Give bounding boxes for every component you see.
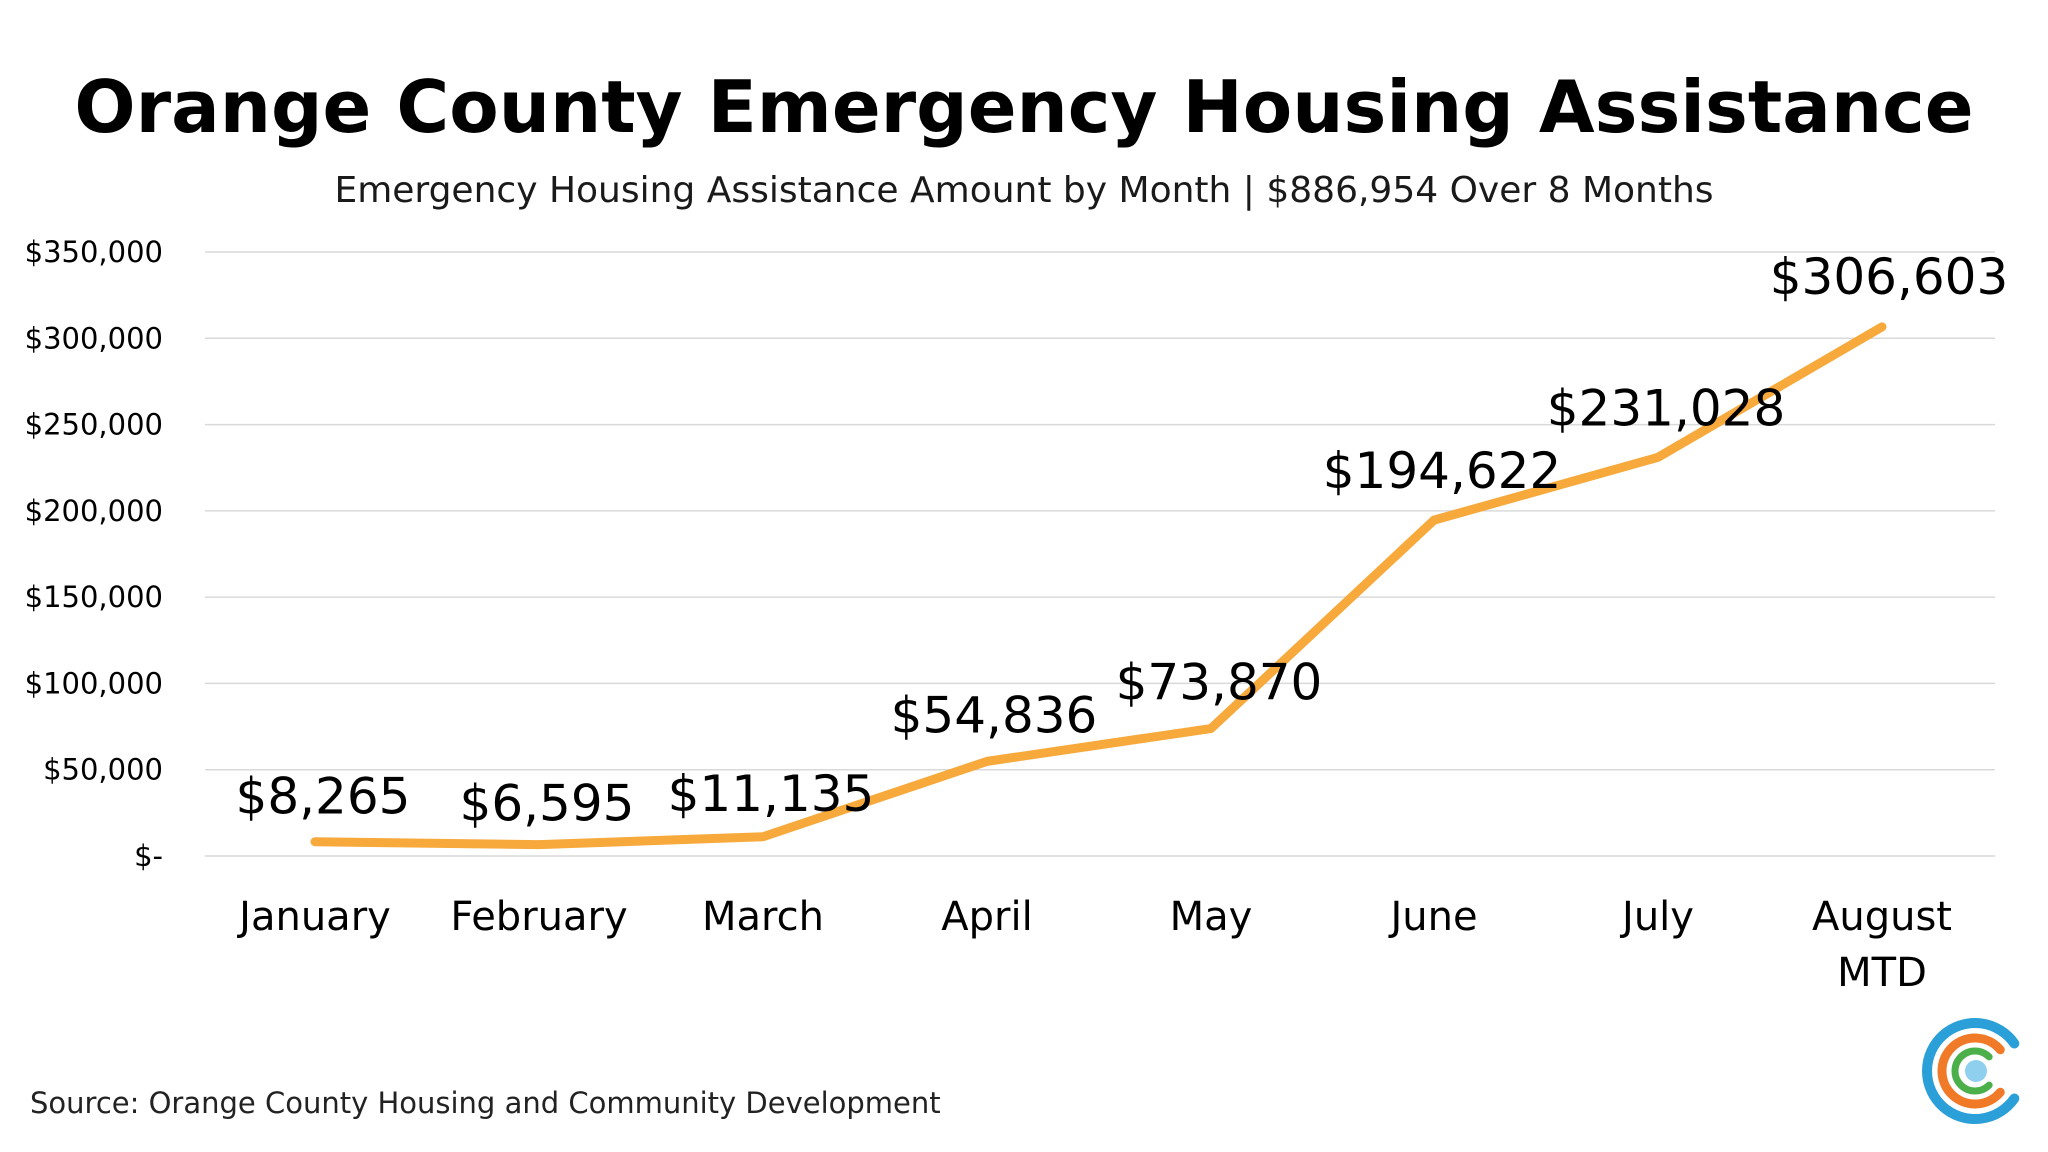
data-label: $73,870 — [1116, 654, 1323, 712]
series-line-group — [310, 322, 1887, 850]
x-tick-label-line: July — [1619, 894, 1694, 940]
x-tick-label: August MTD — [1812, 894, 1952, 996]
y-tick-label: $300,000 — [25, 321, 163, 355]
y-axis-tick-labels: $- $50,000 $100,000 $150,000 $200,000 $250,00… — [25, 235, 163, 873]
source-note: Source: Orange County Housing and Commun… — [30, 1086, 941, 1120]
x-tick-label: February — [450, 894, 627, 940]
data-label: $194,622 — [1323, 442, 1562, 500]
x-tick-label-line: August — [1812, 894, 1952, 940]
x-tick-label-line: May — [1170, 894, 1253, 940]
y-tick-label: $250,000 — [25, 408, 163, 442]
x-tick-label: June — [1387, 894, 1477, 940]
data-label: $6,595 — [460, 775, 635, 833]
x-tick-label-line: January — [236, 894, 391, 940]
x-tick-label-line: March — [702, 894, 824, 940]
x-tick-label: July — [1619, 894, 1694, 940]
chart-subtitle: Emergency Housing Assistance Amount by M… — [334, 170, 1713, 211]
x-tick-label-line: April — [941, 894, 1032, 940]
x-axis-tick-labels: January February March April May June July Augu… — [236, 894, 1952, 996]
y-tick-label: $50,000 — [43, 753, 163, 787]
data-label: $231,028 — [1547, 379, 1786, 437]
y-tick-label: $350,000 — [25, 235, 163, 269]
logo-inner-arc — [1951, 1047, 1993, 1095]
data-label: $11,135 — [668, 765, 875, 823]
y-tick-label: $200,000 — [25, 494, 163, 528]
circular-c-logo-icon — [1922, 1018, 2020, 1124]
logo-center-dot — [1965, 1060, 1987, 1082]
data-label: $8,265 — [236, 768, 411, 826]
x-tick-label: March — [702, 894, 824, 940]
data-label: $306,603 — [1770, 248, 2009, 306]
x-tick-label: April — [941, 894, 1032, 940]
gridlines — [205, 251, 1995, 857]
data-label: $54,836 — [891, 686, 1098, 744]
x-tick-label-line: February — [450, 894, 627, 940]
series-line — [310, 322, 1887, 850]
x-tick-label: May — [1170, 894, 1253, 940]
x-tick-label: January — [236, 894, 391, 940]
y-tick-label: $150,000 — [25, 580, 163, 614]
y-tick-label: $- — [134, 839, 163, 873]
data-labels: $8,265 $6,595 $11,135 $54,836 $73,870 $194,62… — [236, 248, 2009, 833]
x-tick-label-line: June — [1387, 894, 1477, 940]
logo-middle-arc — [1937, 1033, 2005, 1109]
y-tick-label: $100,000 — [25, 666, 163, 700]
chart-title: Orange County Emergency Housing Assistan… — [74, 65, 1973, 149]
logo-outer-arc — [1922, 1018, 2020, 1124]
x-tick-label-line: MTD — [1837, 950, 1927, 996]
